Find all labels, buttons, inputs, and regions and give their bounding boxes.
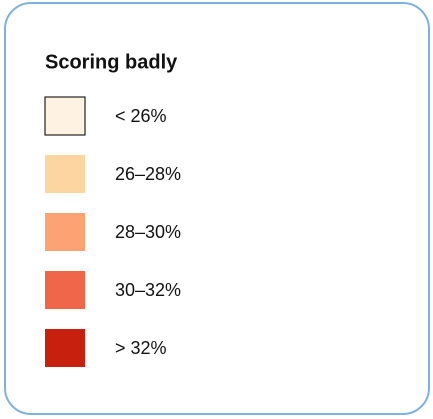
legend-items: < 26% 26–28% 28–30% 30–32% > 32% xyxy=(44,96,181,367)
legend-swatch xyxy=(44,96,86,136)
legend-label: 30–32% xyxy=(115,280,181,300)
legend-label: 28–30% xyxy=(115,222,181,242)
legend-label: 26–28% xyxy=(115,164,181,184)
legend-swatch xyxy=(45,271,85,309)
legend-label: > 32% xyxy=(115,338,167,358)
legend-swatch xyxy=(45,329,85,367)
legend-swatch xyxy=(45,213,85,251)
legend-swatch xyxy=(45,155,85,193)
legend-title: Scoring badly xyxy=(45,51,178,73)
legend-frame xyxy=(4,2,430,415)
legend-label: < 26% xyxy=(115,106,167,126)
